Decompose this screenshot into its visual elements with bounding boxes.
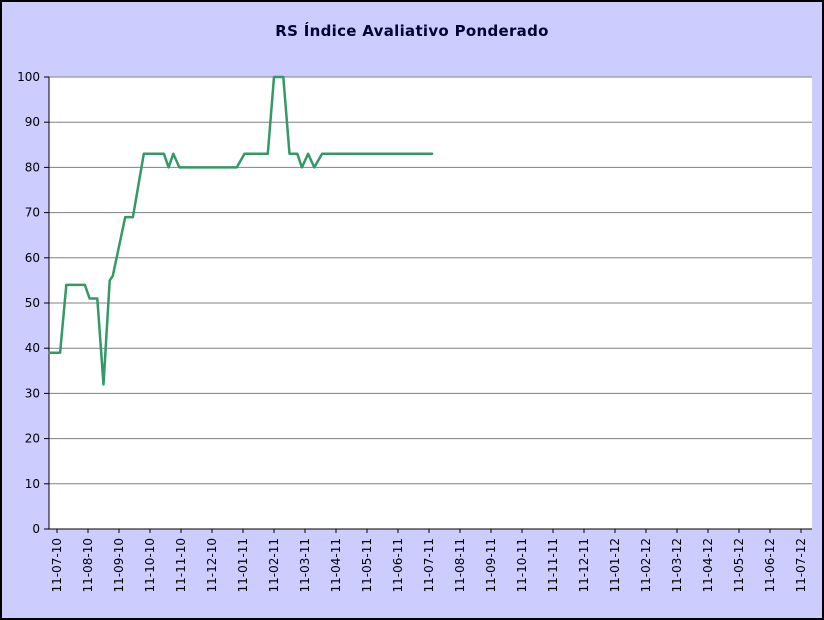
x-axis-label: 11-09-11: [484, 538, 498, 592]
x-axis-label: 11-07-12: [794, 538, 808, 592]
y-axis-label: 60: [25, 251, 40, 265]
y-axis-label: 10: [25, 477, 40, 491]
x-axis-label: 11-02-11: [267, 538, 281, 592]
y-axis-label: 40: [25, 341, 40, 355]
x-axis-label: 11-08-10: [81, 538, 95, 592]
x-axis-label: 11-12-10: [205, 538, 219, 592]
x-axis-label: 11-01-11: [236, 538, 250, 592]
x-axis-label: 11-02-12: [639, 538, 653, 592]
y-axis-label: 80: [25, 160, 40, 174]
x-axis-label: 11-05-12: [732, 538, 746, 592]
x-axis-label: 11-06-11: [391, 538, 405, 592]
x-axis-label: 11-10-11: [515, 538, 529, 592]
y-axis-label: 30: [25, 386, 40, 400]
y-axis-label: 100: [17, 70, 40, 84]
x-axis-label: 11-11-10: [174, 538, 188, 592]
series-line: [48, 75, 434, 386]
y-axis-label: 20: [25, 432, 40, 446]
y-axis-label: 90: [25, 115, 40, 129]
x-axis-label: 11-09-10: [112, 538, 126, 592]
y-axis-label: 70: [25, 206, 40, 220]
x-axis-label: 11-06-12: [763, 538, 777, 592]
x-axis-label: 11-04-12: [701, 538, 715, 592]
x-axis-label: 11-12-11: [577, 538, 591, 592]
chart-title: RS Índice Avaliativo Ponderado: [275, 22, 549, 40]
x-axis-label: 11-03-12: [670, 538, 684, 592]
y-axis-label: 50: [25, 296, 40, 310]
x-axis-label: 11-03-11: [298, 538, 312, 592]
x-axis-label: 11-11-11: [546, 538, 560, 592]
y-axis-label: 0: [32, 522, 40, 536]
x-axis-label: 11-07-11: [422, 538, 436, 592]
x-axis-label: 11-08-11: [453, 538, 467, 592]
x-axis-label: 11-04-11: [329, 538, 343, 592]
x-axis-label: 11-05-11: [360, 538, 374, 592]
x-axis-label: 11-01-12: [608, 538, 622, 592]
x-axis-label: 11-10-10: [143, 538, 157, 592]
x-axis-label: 11-07-10: [50, 538, 64, 592]
